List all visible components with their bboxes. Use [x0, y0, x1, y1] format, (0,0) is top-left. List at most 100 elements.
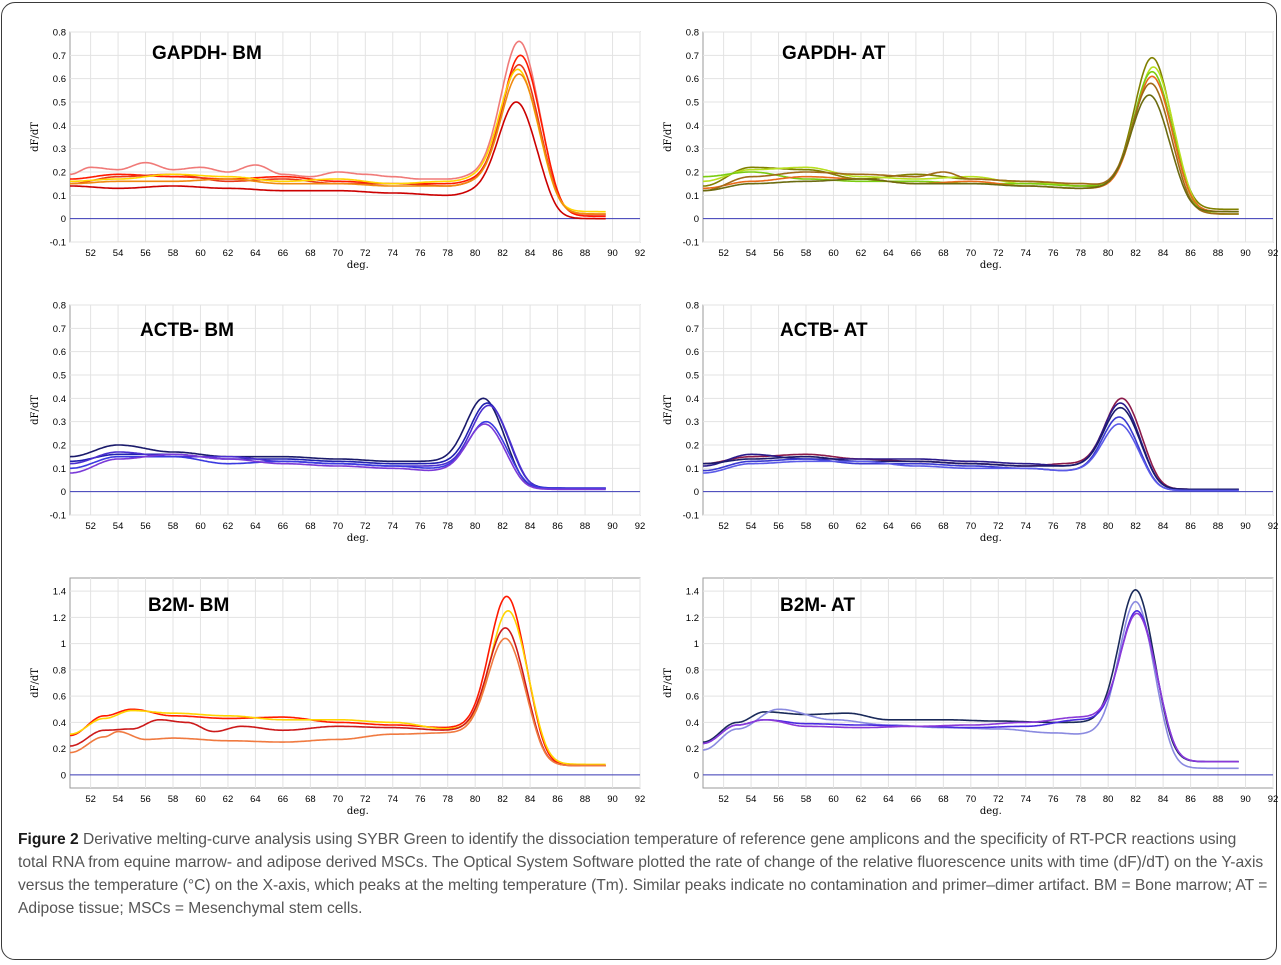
x-tick-label: 82	[497, 248, 508, 259]
x-tick-label: 66	[278, 521, 289, 532]
y-tick-label: 0.2	[686, 168, 699, 179]
y-tick-label: -0.1	[50, 238, 66, 249]
x-axis-label: deg.	[980, 260, 1002, 271]
x-tick-label: 92	[635, 248, 646, 259]
x-tick-label: 62	[223, 794, 234, 805]
x-tick-label: 84	[525, 521, 536, 532]
x-tick-label: 52	[85, 794, 96, 805]
x-tick-label: 84	[525, 794, 536, 805]
x-tick-label: 64	[250, 248, 261, 259]
x-tick-label: 70	[966, 794, 977, 805]
x-tick-label: 66	[278, 248, 289, 259]
x-tick-label: 70	[966, 248, 977, 259]
x-tick-label: 62	[856, 521, 867, 532]
chart-title: B2M- BM	[148, 595, 229, 616]
y-tick-label: 0.4	[53, 394, 66, 405]
y-tick-label: 0.6	[53, 347, 66, 358]
y-tick-label: 0.1	[686, 191, 699, 202]
x-tick-label: 68	[305, 794, 316, 805]
y-tick-label: 0.6	[686, 74, 699, 85]
x-tick-label: 80	[470, 794, 481, 805]
series-line	[703, 66, 1239, 215]
x-tick-label: 68	[305, 521, 316, 532]
x-tick-label: 70	[333, 521, 344, 532]
x-tick-label: 74	[1020, 521, 1031, 532]
series-line	[703, 406, 1239, 491]
x-axis-label: deg.	[980, 806, 1002, 817]
y-tick-label: 1.4	[53, 587, 66, 598]
figure-caption: Figure 2 Derivative melting-curve analys…	[18, 828, 1268, 920]
x-tick-label: 68	[938, 794, 949, 805]
y-tick-label: -0.1	[683, 238, 699, 249]
x-tick-label: 74	[1020, 794, 1031, 805]
y-tick-label: 0.5	[53, 98, 66, 109]
x-tick-label: 68	[938, 521, 949, 532]
x-tick-label: 74	[387, 521, 398, 532]
x-tick-label: 64	[250, 794, 261, 805]
x-tick-label: 78	[1075, 794, 1086, 805]
x-tick-label: 62	[223, 248, 234, 259]
series-line	[70, 73, 606, 215]
chart-panel: -0.1 0 0.1 0.2 0.3 0.4 0.5 0.6 0.7 0.8 52 54 56 58 60 6…	[663, 301, 1278, 545]
x-tick-label: 76	[1048, 794, 1059, 805]
x-tick-label: 86	[552, 248, 563, 259]
y-tick-label: 0.2	[53, 744, 66, 755]
x-tick-label: 90	[607, 521, 618, 532]
y-tick-label: 0.2	[686, 441, 699, 452]
series-line	[70, 54, 606, 218]
x-tick-label: 82	[1130, 521, 1141, 532]
x-tick-label: 56	[773, 248, 784, 259]
x-tick-label: 62	[223, 521, 234, 532]
chart-title: B2M- AT	[780, 595, 855, 616]
y-tick-label: 0.7	[686, 51, 699, 62]
x-tick-label: 56	[773, 794, 784, 805]
y-tick-label: 1	[61, 639, 66, 650]
x-tick-label: 68	[938, 248, 949, 259]
x-tick-label: 80	[470, 248, 481, 259]
y-tick-label: 1.2	[686, 613, 699, 624]
x-tick-label: 54	[746, 248, 757, 259]
series-line	[703, 94, 1239, 213]
x-axis-label: deg.	[980, 533, 1002, 544]
y-tick-label: 0.8	[53, 665, 66, 676]
x-tick-label: 64	[883, 521, 894, 532]
y-tick-label: 0.5	[53, 371, 66, 382]
y-tick-label: 0.1	[686, 464, 699, 475]
y-tick-label: 1.4	[686, 587, 699, 598]
x-tick-label: 52	[718, 521, 729, 532]
x-tick-label: 58	[801, 794, 812, 805]
y-tick-label: 0.3	[53, 417, 66, 428]
chart-panel: -0.1 0 0.1 0.2 0.3 0.4 0.5 0.6 0.7 0.8 52 54 56 58 60 6…	[30, 28, 645, 272]
series-line	[70, 423, 606, 491]
series-line	[69, 609, 606, 766]
series-line	[69, 637, 606, 767]
x-tick-label: 74	[387, 248, 398, 259]
x-tick-label: 84	[1158, 248, 1169, 259]
y-axis-label: dF/dT	[663, 122, 674, 152]
y-tick-label: 0.7	[686, 324, 699, 335]
x-tick-label: 72	[360, 248, 371, 259]
x-tick-label: 60	[828, 521, 839, 532]
chart-panel: -0.1 0 0.1 0.2 0.3 0.4 0.5 0.6 0.7 0.8 52 54 56 58 60 6…	[30, 301, 645, 545]
x-tick-label: 60	[828, 794, 839, 805]
x-tick-label: 54	[746, 794, 757, 805]
x-tick-label: 76	[415, 794, 426, 805]
x-tick-label: 70	[966, 521, 977, 532]
x-tick-label: 82	[497, 794, 508, 805]
x-axis-label: deg.	[347, 533, 369, 544]
y-tick-label: 1.2	[53, 613, 66, 624]
chart-title: GAPDH- AT	[782, 43, 886, 64]
y-tick-label: 0.6	[686, 692, 699, 703]
x-tick-label: 66	[911, 794, 922, 805]
y-tick-label: 0.6	[686, 347, 699, 358]
x-tick-label: 62	[856, 248, 867, 259]
x-tick-label: 60	[828, 248, 839, 259]
series-line	[703, 75, 1239, 213]
x-tick-label: 52	[718, 794, 729, 805]
series-line	[70, 420, 606, 490]
y-tick-label: 0.8	[686, 28, 699, 39]
y-axis-label: dF/dT	[30, 668, 41, 698]
y-tick-label: 0	[694, 487, 699, 498]
chart-panel: 0 0.2 0.4 0.6 0.8 1 1.2 1.4 52 54 56 58 60 62 64 66 68 70…	[30, 577, 645, 817]
